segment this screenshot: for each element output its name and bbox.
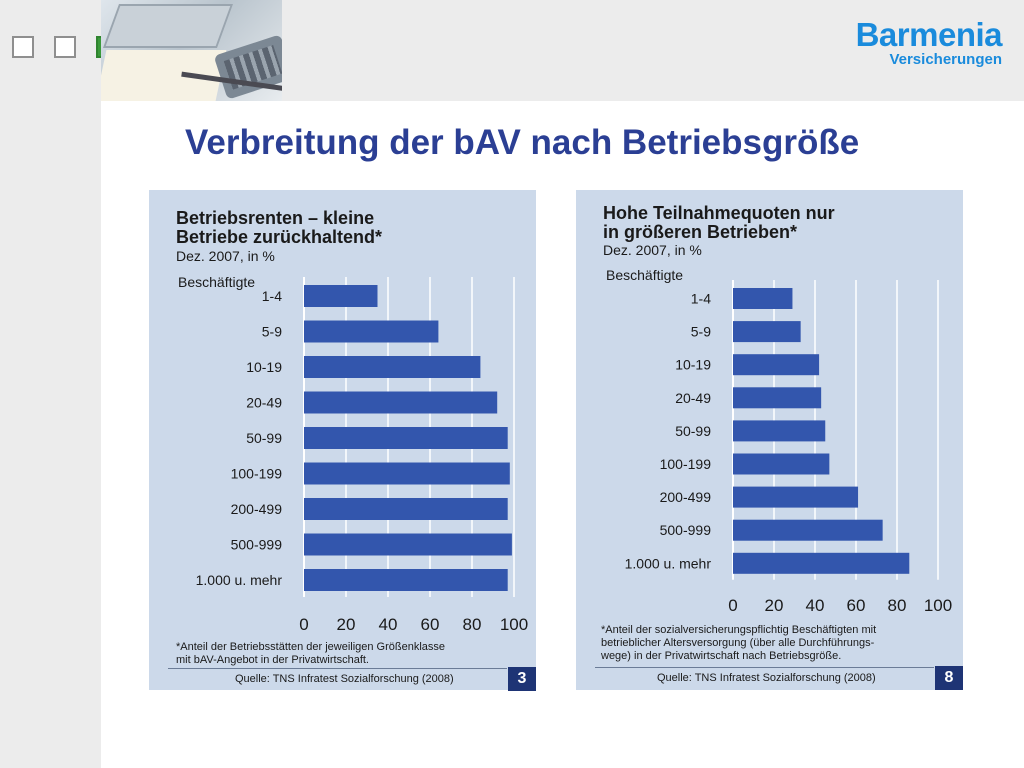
photo-calculator bbox=[213, 34, 282, 100]
category-label: 200-499 bbox=[231, 501, 283, 517]
photo-laptop bbox=[102, 4, 234, 48]
x-tick-label: 0 bbox=[299, 615, 308, 634]
header-photo bbox=[101, 0, 282, 101]
left-strip bbox=[0, 0, 101, 768]
chart-2-page-badge: 8 bbox=[935, 666, 963, 690]
category-label: 20-49 bbox=[246, 395, 282, 411]
logo-subline: Versicherungen bbox=[889, 51, 1002, 68]
bar bbox=[733, 288, 793, 309]
logo-name: Barmenia bbox=[855, 16, 1003, 53]
category-label: 50-99 bbox=[675, 423, 711, 439]
bar bbox=[304, 285, 378, 307]
category-label: 100-199 bbox=[231, 466, 283, 482]
chart-panel-1: Betriebsrenten – kleine Betriebe zurückh… bbox=[149, 190, 536, 691]
chart-1-source: Quelle: TNS Infratest Sozialforschung (2… bbox=[235, 673, 454, 685]
bar bbox=[304, 498, 508, 520]
x-tick-label: 100 bbox=[500, 615, 528, 634]
x-tick-label: 100 bbox=[924, 596, 952, 615]
bar bbox=[733, 519, 883, 541]
category-label: 500-999 bbox=[660, 522, 712, 538]
x-tick-label: 40 bbox=[379, 615, 398, 634]
chart-2-subtitle: Dez. 2007, in % bbox=[603, 242, 702, 258]
x-tick-label: 20 bbox=[765, 596, 784, 615]
category-label: 1-4 bbox=[691, 291, 711, 307]
chart-2-footnote-line-2: betrieblicher Altersversorgung (über all… bbox=[601, 637, 875, 649]
chart-2-plot: 0 20 40 60 80 100 1-4 5-9 10-19 20-49 50-99 100-199… bbox=[625, 280, 952, 615]
chart-2-title-line-1: Hohe Teilnahmequoten nur bbox=[603, 203, 835, 223]
chart-1-page-badge: 3 bbox=[508, 667, 536, 691]
outline-square-2 bbox=[54, 36, 76, 58]
chart-2-source-rule bbox=[595, 667, 934, 668]
bar bbox=[304, 391, 498, 414]
chart-panel-2: Hohe Teilnahmequoten nur in größeren Bet… bbox=[576, 190, 963, 690]
category-label: 500-999 bbox=[231, 537, 283, 553]
slide-title: Verbreitung der bAV nach Betriebsgröße bbox=[185, 123, 860, 162]
category-label: 10-19 bbox=[675, 357, 711, 373]
bar bbox=[733, 321, 801, 343]
bar bbox=[304, 462, 510, 485]
chart-2-footnote-line-1: *Anteil der sozialversicherungspflichtig… bbox=[601, 624, 877, 636]
bar bbox=[304, 427, 508, 449]
bar bbox=[304, 320, 439, 343]
chart-2-title-line-2: in größeren Betrieben* bbox=[603, 222, 798, 242]
x-tick-label: 40 bbox=[806, 596, 825, 615]
chart-1-footnote-line-2: mit bAV-Angebot in der Privatwirtschaft. bbox=[176, 654, 369, 666]
bar bbox=[304, 569, 508, 591]
chart-1-source-rule bbox=[168, 668, 507, 669]
outline-square-1 bbox=[12, 36, 34, 58]
x-tick-label: 20 bbox=[337, 615, 356, 634]
bar bbox=[304, 533, 512, 556]
category-label: 5-9 bbox=[691, 324, 711, 340]
x-tick-label: 0 bbox=[728, 596, 737, 615]
x-tick-label: 80 bbox=[463, 615, 482, 634]
bar bbox=[304, 356, 481, 378]
chart-1-category-header: Beschäftigte bbox=[178, 274, 256, 290]
x-tick-label: 80 bbox=[888, 596, 907, 615]
chart-1-footnote-line-1: *Anteil der Betriebsstätten der jeweilig… bbox=[176, 641, 446, 653]
bar bbox=[733, 354, 820, 376]
chart-1-title-line-1: Betriebsrenten – kleine bbox=[176, 208, 375, 228]
chart-1-plot: 0 20 40 60 80 100 1-4 5-9 10-19 20-49 50-99 100-199… bbox=[196, 277, 528, 634]
category-label: 1.000 u. mehr bbox=[196, 572, 283, 588]
x-tick-label: 60 bbox=[421, 615, 440, 634]
x-tick-label: 60 bbox=[847, 596, 866, 615]
chart-2-source: Quelle: TNS Infratest Sozialforschung (2… bbox=[657, 672, 876, 684]
chart-2-footnote-line-3: wege) in der Privatwirtschaft nach Betri… bbox=[601, 650, 842, 662]
chart-2-category-header: Beschäftigte bbox=[606, 267, 684, 283]
chart-1-title-line-2: Betriebe zurückhaltend* bbox=[176, 227, 383, 247]
category-label: 100-199 bbox=[660, 456, 712, 472]
chart-1-subtitle: Dez. 2007, in % bbox=[176, 248, 275, 264]
category-label: 1.000 u. mehr bbox=[625, 555, 712, 571]
category-label: 200-499 bbox=[660, 489, 712, 505]
category-label: 10-19 bbox=[246, 359, 282, 375]
category-label: 5-9 bbox=[262, 324, 282, 340]
category-label: 1-4 bbox=[262, 288, 282, 304]
category-label: 20-49 bbox=[675, 390, 711, 406]
bar bbox=[733, 420, 826, 442]
barmenia-logo: Barmenia Versicherungen bbox=[855, 16, 1003, 68]
category-label: 50-99 bbox=[246, 430, 282, 446]
bar bbox=[733, 552, 910, 574]
bar bbox=[733, 486, 859, 508]
bar bbox=[733, 453, 830, 475]
bar bbox=[733, 387, 822, 409]
